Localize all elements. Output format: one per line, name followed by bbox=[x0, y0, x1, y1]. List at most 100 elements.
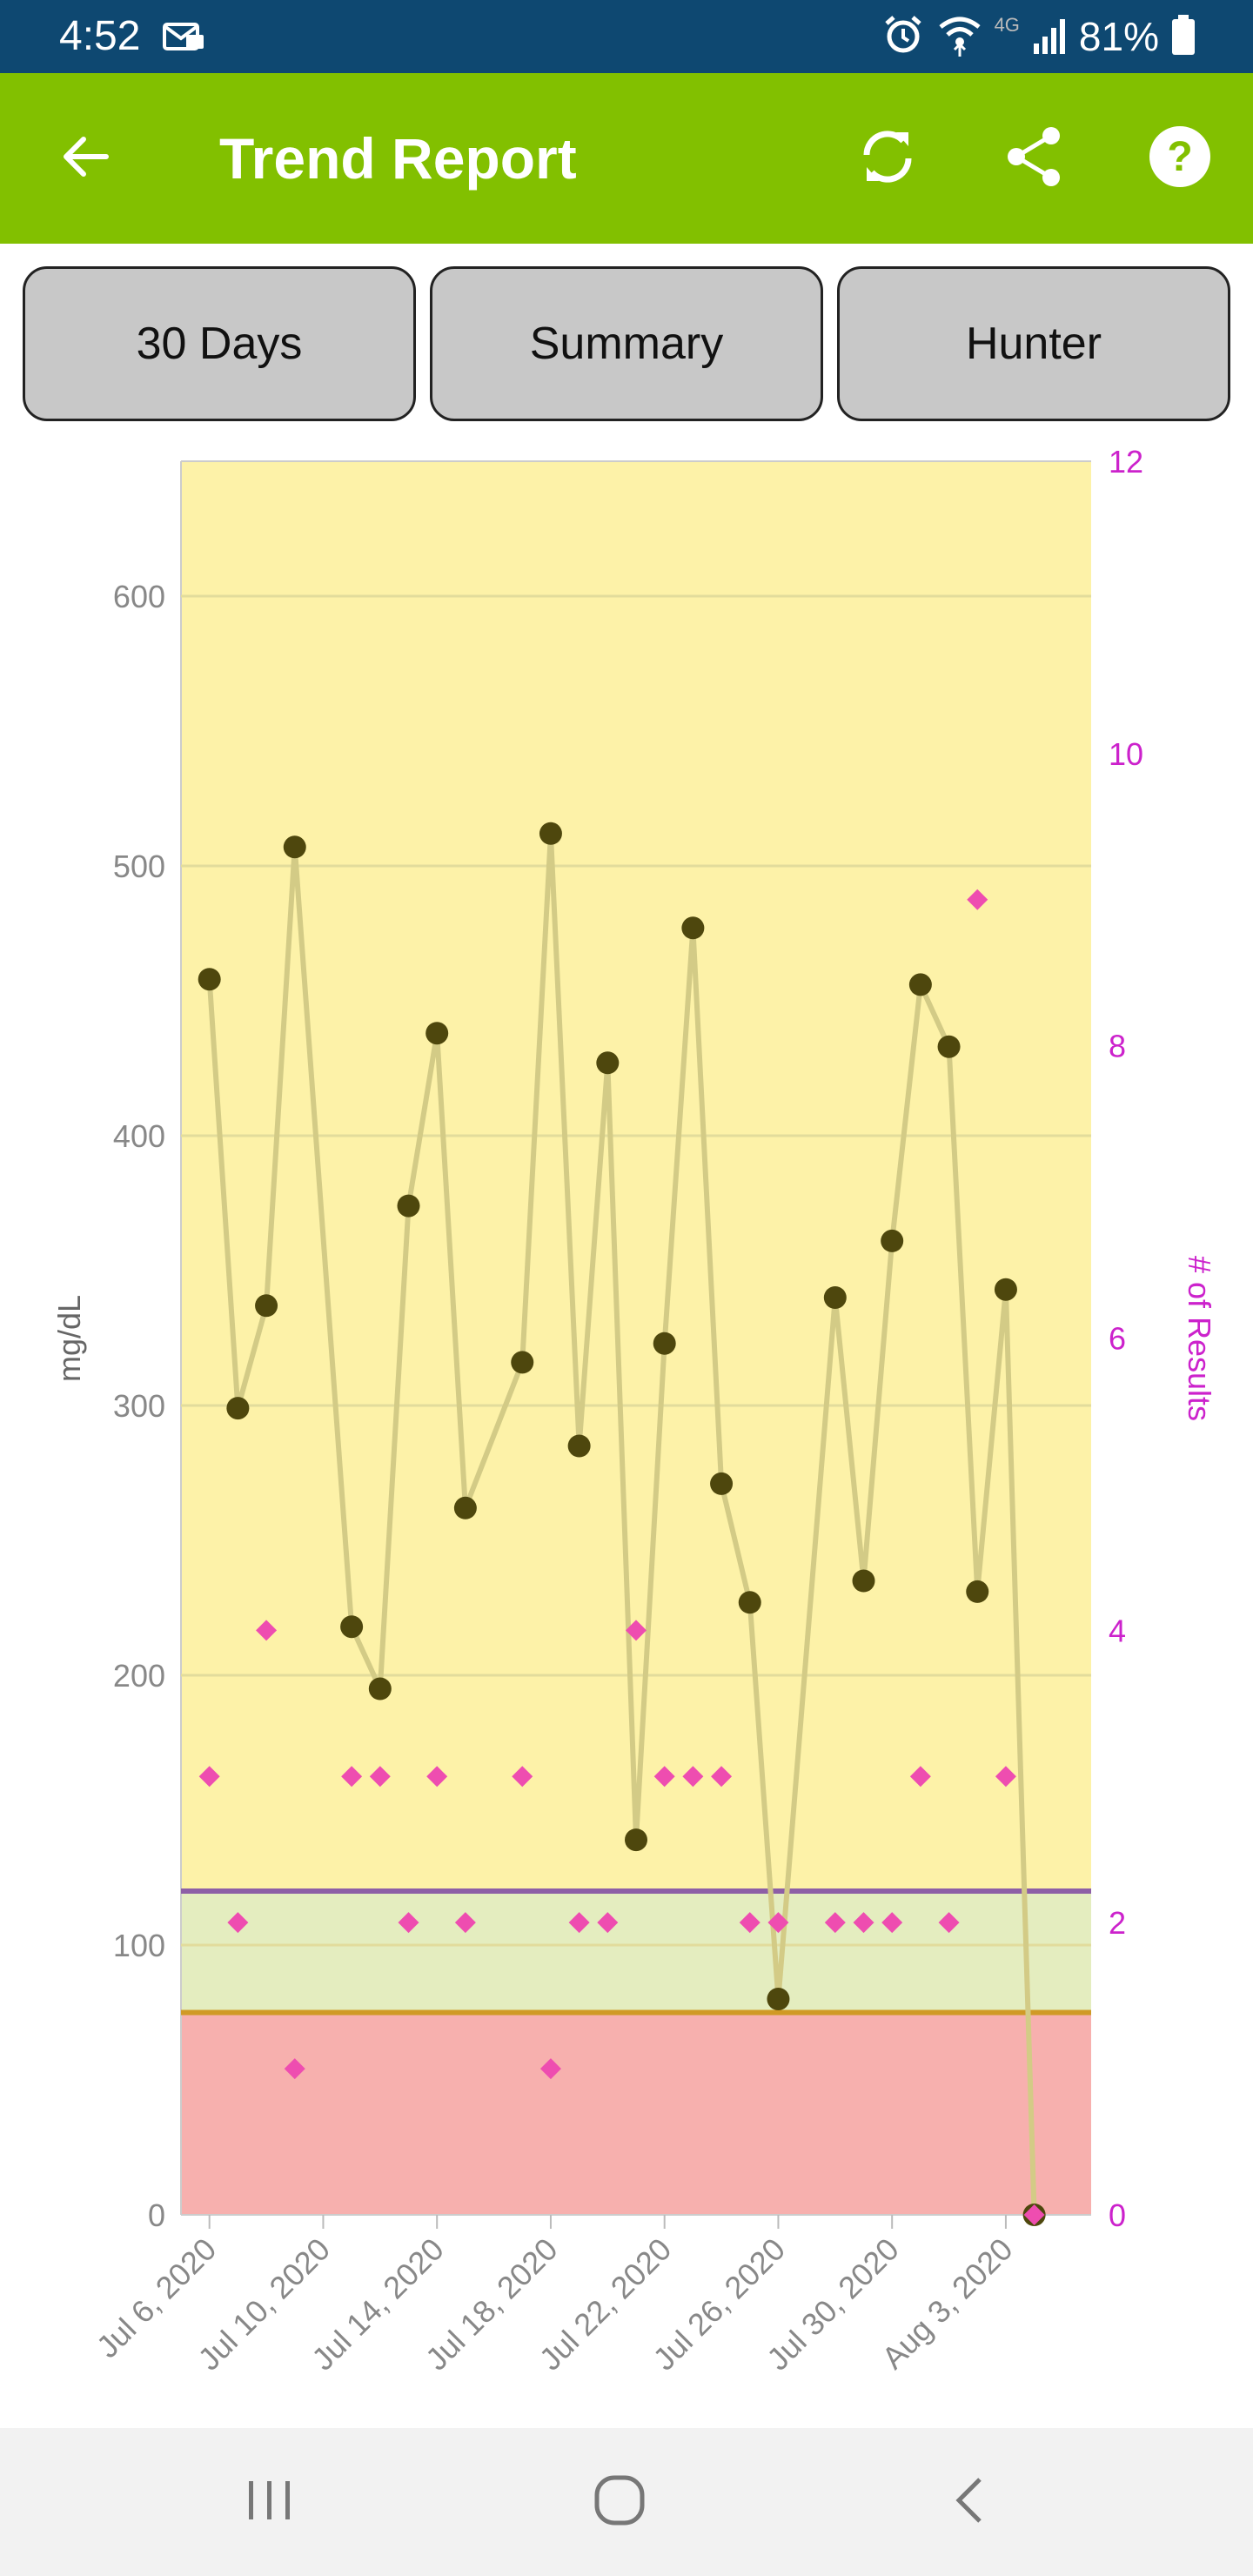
reading-point bbox=[425, 1022, 449, 1045]
reading-point bbox=[198, 968, 221, 991]
count-marker bbox=[341, 1766, 363, 1788]
count-marker bbox=[1023, 2204, 1045, 2225]
app-bar: Trend Report ? bbox=[0, 73, 1253, 244]
reading-point bbox=[397, 1194, 420, 1218]
y-tick-label: 400 bbox=[113, 1118, 165, 1154]
help-icon: ? bbox=[1147, 124, 1213, 194]
y2-tick-label: 0 bbox=[1109, 2197, 1126, 2233]
y2-tick-label: 8 bbox=[1109, 1029, 1126, 1064]
reading-point bbox=[596, 1051, 620, 1075]
wifi-icon bbox=[937, 13, 982, 61]
reading-point bbox=[340, 1615, 364, 1639]
user-button[interactable]: Hunter bbox=[837, 266, 1230, 421]
recents-button[interactable] bbox=[226, 2459, 313, 2546]
reading-point bbox=[625, 1828, 647, 1852]
y-tick-label: 300 bbox=[113, 1388, 165, 1424]
count-marker bbox=[682, 1766, 704, 1788]
y-tick-label: 200 bbox=[113, 1658, 165, 1694]
reading-point bbox=[681, 916, 705, 940]
count-marker bbox=[512, 1766, 533, 1788]
view-button[interactable]: Summary bbox=[430, 266, 823, 421]
count-marker bbox=[711, 1766, 733, 1788]
y2-tick-label: 12 bbox=[1109, 444, 1143, 480]
y2-axis-label: # of Results bbox=[1182, 1256, 1217, 1421]
signal-icon bbox=[1032, 16, 1067, 58]
count-marker bbox=[454, 1912, 476, 1934]
help-button[interactable]: ? bbox=[1135, 113, 1225, 204]
count-marker bbox=[938, 1912, 960, 1934]
reading-point bbox=[226, 1397, 250, 1420]
refresh-button[interactable] bbox=[842, 113, 933, 204]
chevron-left-icon bbox=[945, 2474, 997, 2531]
count-marker bbox=[909, 1766, 931, 1788]
share-icon bbox=[1001, 124, 1067, 194]
count-marker bbox=[653, 1766, 675, 1788]
home-button[interactable] bbox=[576, 2459, 663, 2546]
battery-icon bbox=[1171, 14, 1196, 59]
reading-point bbox=[994, 1278, 1017, 1301]
count-marker bbox=[824, 1912, 846, 1934]
back-arrow-icon bbox=[57, 129, 113, 189]
count-marker bbox=[597, 1912, 619, 1934]
reading-point bbox=[368, 1677, 392, 1701]
share-button[interactable] bbox=[988, 113, 1079, 204]
count-marker bbox=[568, 1912, 590, 1934]
message-icon bbox=[162, 19, 205, 58]
alarm-icon bbox=[881, 13, 925, 61]
reading-point bbox=[255, 1294, 278, 1318]
reading-point bbox=[823, 1286, 847, 1309]
y-tick-label: 100 bbox=[113, 1928, 165, 1963]
status-time: 4:52 bbox=[59, 13, 141, 59]
system-nav-bar bbox=[0, 2428, 1253, 2576]
count-marker bbox=[967, 889, 988, 910]
reading-point bbox=[767, 1988, 790, 2010]
high-zone bbox=[181, 461, 1091, 1891]
count-marker bbox=[626, 1620, 647, 1641]
count-marker bbox=[398, 1912, 419, 1934]
reading-point bbox=[511, 1351, 534, 1374]
back-button[interactable] bbox=[40, 113, 131, 204]
count-marker bbox=[881, 1912, 903, 1934]
reading-point bbox=[852, 1569, 875, 1593]
reading-point bbox=[881, 1229, 904, 1252]
reading-point bbox=[710, 1472, 734, 1495]
count-marker bbox=[227, 1912, 249, 1934]
reading-point bbox=[937, 1035, 961, 1058]
reading-point bbox=[539, 822, 562, 845]
count-marker bbox=[426, 1766, 448, 1788]
count-marker bbox=[198, 1766, 220, 1788]
target-zone bbox=[181, 1891, 1091, 2013]
count-marker bbox=[256, 1620, 278, 1641]
count-marker bbox=[767, 1912, 789, 1934]
y-tick-label: 500 bbox=[113, 849, 165, 884]
range-button[interactable]: 30 Days bbox=[23, 266, 416, 421]
y2-tick-label: 2 bbox=[1109, 1905, 1126, 1941]
count-marker bbox=[853, 1912, 874, 1934]
status-bar: 4:52 4G 81% bbox=[0, 0, 1253, 73]
reading-point bbox=[908, 973, 932, 996]
count-marker bbox=[995, 1766, 1016, 1788]
count-marker bbox=[284, 2058, 305, 2080]
count-marker bbox=[539, 2058, 561, 2080]
count-marker bbox=[369, 1766, 391, 1788]
recents-icon bbox=[244, 2474, 296, 2531]
reading-point bbox=[966, 1580, 989, 1603]
report-selectors: 30 Days Summary Hunter bbox=[0, 244, 1253, 435]
y-axis-label: mg/dL bbox=[51, 1295, 87, 1382]
trend-chart-svg: 0 100 200 300 400 500 600 0 2 4 6 8 10 12 mg/dL # of Re… bbox=[51, 444, 1217, 2377]
y-tick-label: 600 bbox=[113, 579, 165, 614]
reading-point bbox=[653, 1332, 676, 1355]
reading-point bbox=[283, 835, 306, 859]
y2-tick-label: 10 bbox=[1109, 736, 1143, 772]
count-marker bbox=[739, 1912, 761, 1934]
reading-point bbox=[567, 1434, 591, 1458]
reading-point bbox=[738, 1591, 761, 1614]
battery-percent: 81% bbox=[1078, 14, 1159, 59]
trend-chart: 0 100 200 300 400 500 600 0 2 4 6 8 10 12 mg/dL # of Re… bbox=[0, 435, 1253, 2428]
y2-tick-label: 6 bbox=[1109, 1321, 1126, 1357]
nav-back-button[interactable] bbox=[928, 2459, 1015, 2546]
y2-tick-label: 4 bbox=[1109, 1613, 1126, 1648]
svg-text:?: ? bbox=[1167, 134, 1192, 180]
network-type: 4G bbox=[994, 14, 1020, 36]
reading-point bbox=[453, 1496, 477, 1519]
